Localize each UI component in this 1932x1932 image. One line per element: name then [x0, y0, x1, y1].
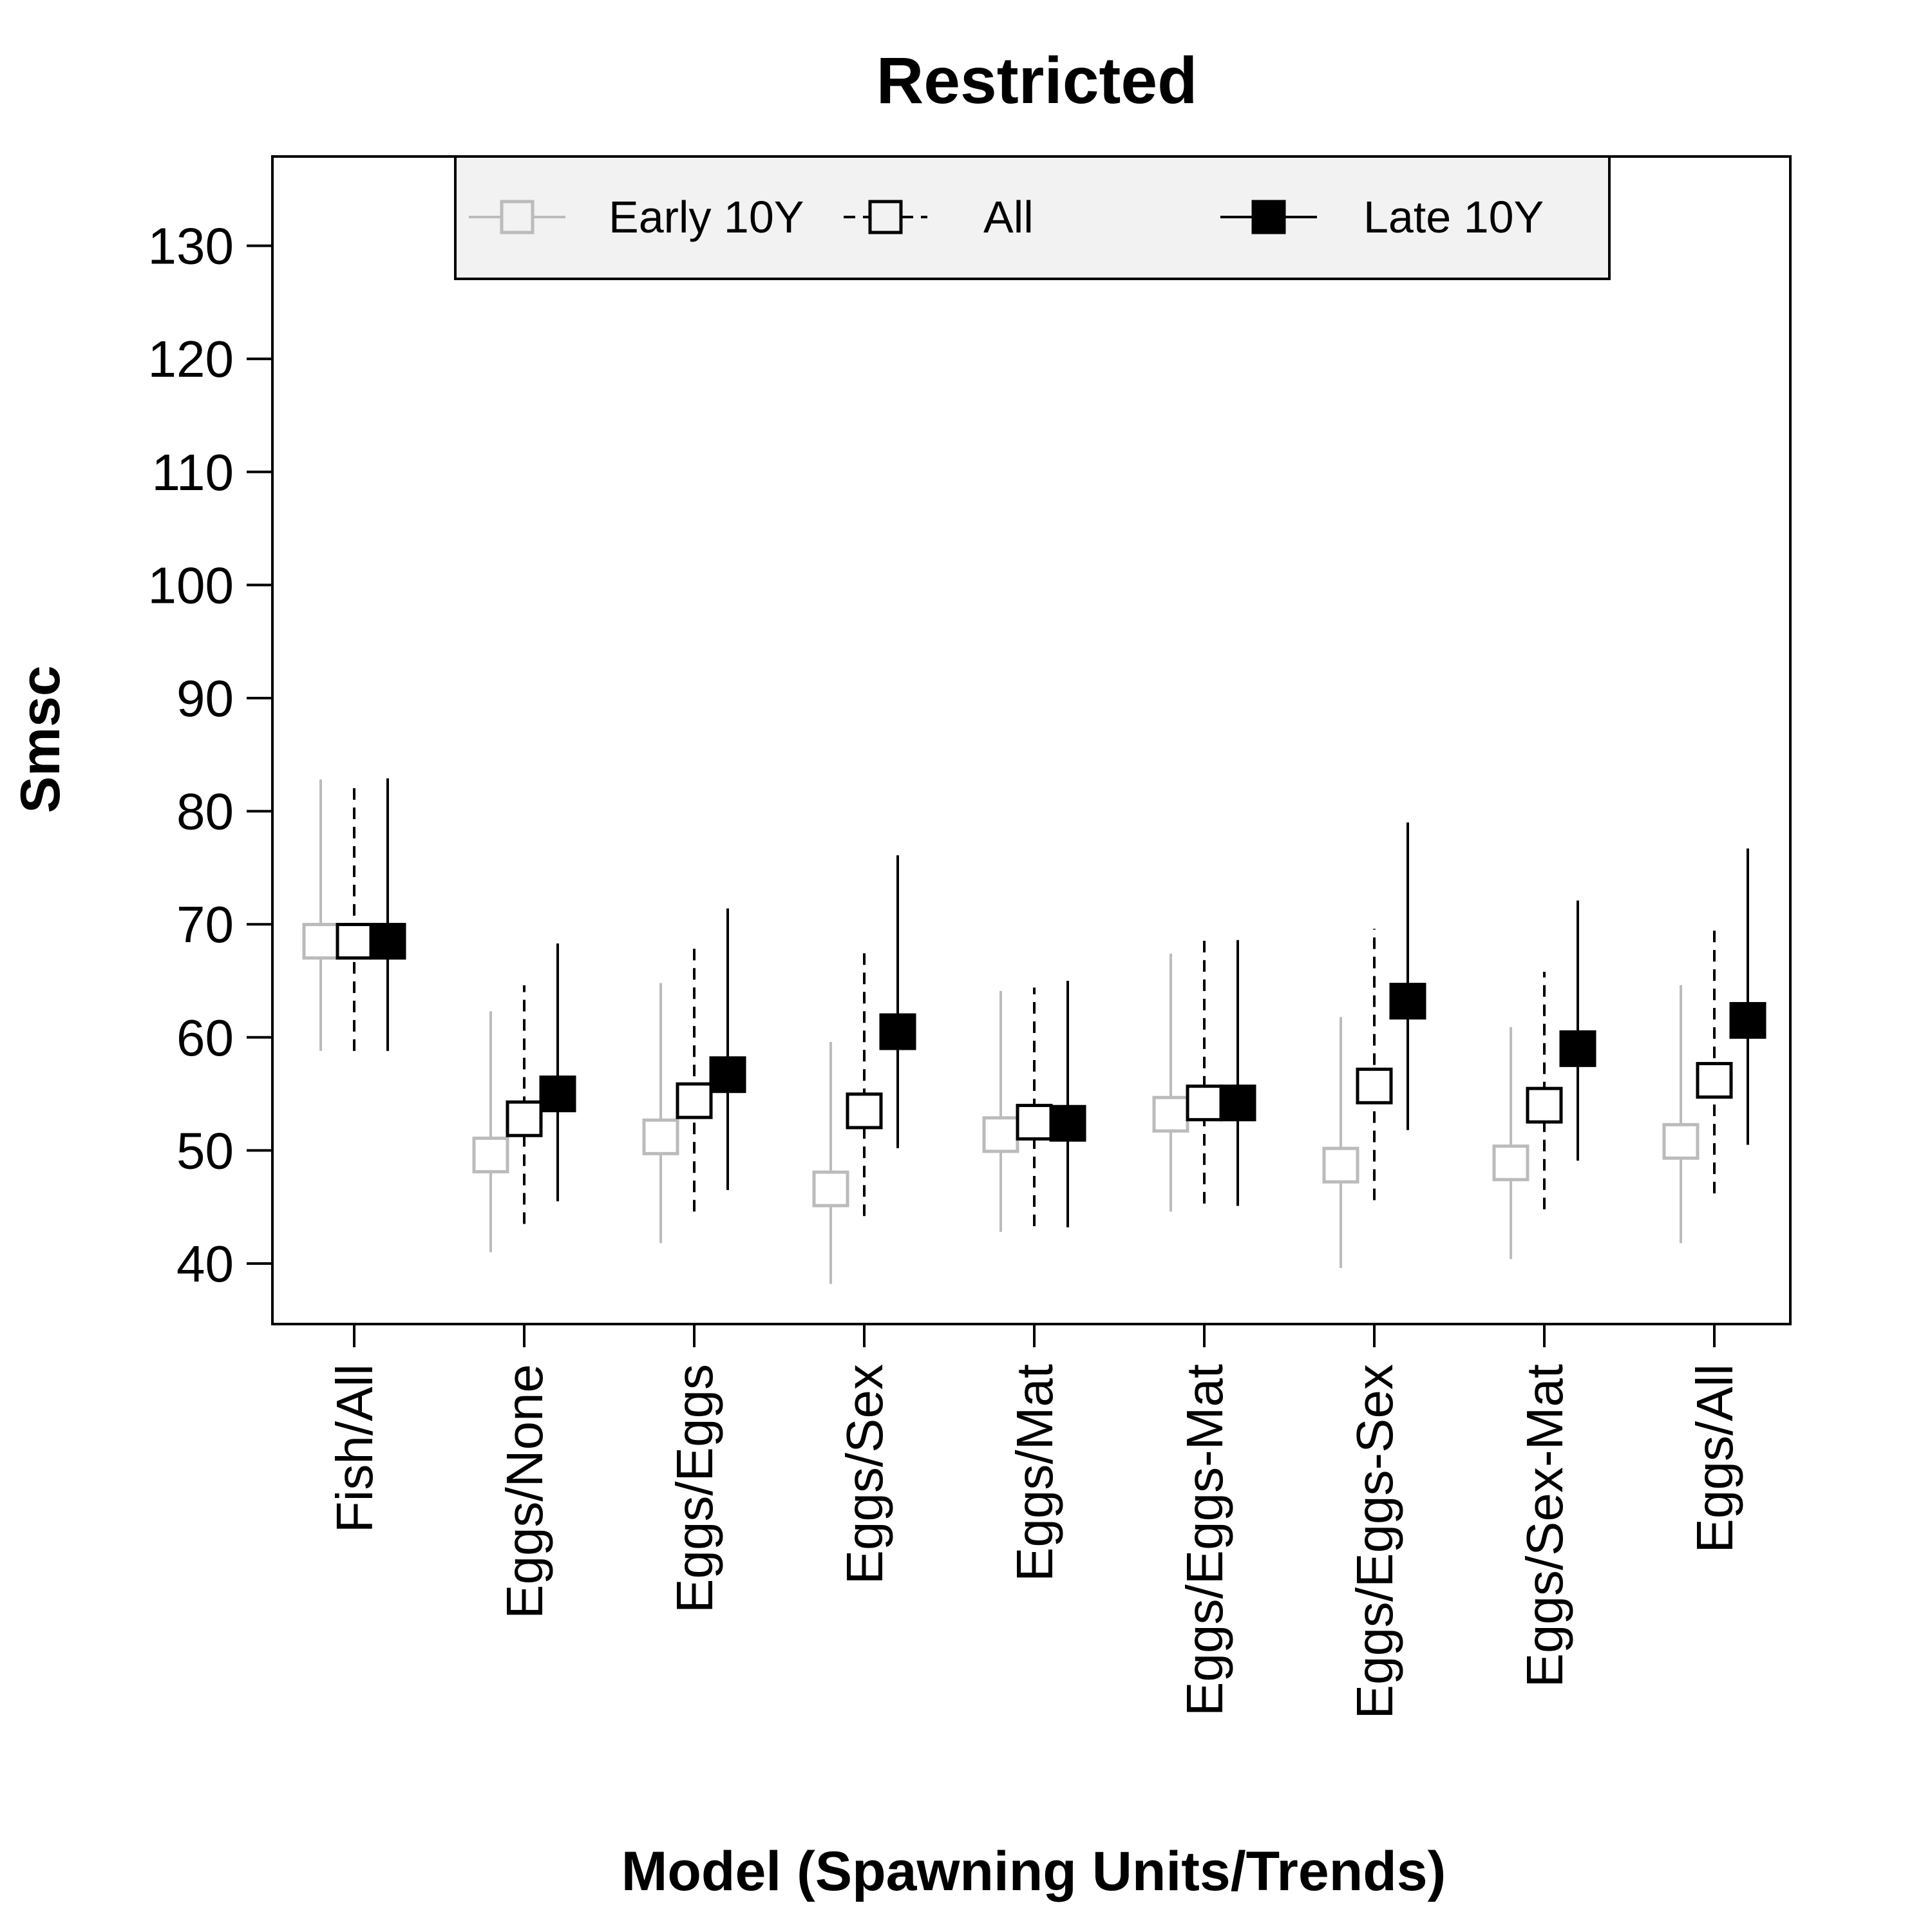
x-tick-label: Fish/All [326, 1364, 383, 1533]
data-point [1219, 1084, 1256, 1122]
data-point [369, 923, 406, 960]
data-point [709, 1056, 746, 1094]
series-1 [302, 779, 1700, 1284]
data-point [1016, 1104, 1053, 1141]
chart-title: Restricted [876, 44, 1198, 117]
y-tick-label: 60 [176, 1009, 234, 1066]
y-tick-label: 90 [176, 670, 234, 727]
legend-box [454, 155, 1611, 280]
legend-marker [500, 200, 535, 234]
data-point [1696, 1062, 1733, 1099]
data-point [1662, 1122, 1700, 1160]
data-point [1322, 1146, 1359, 1184]
x-tick-label: Eggs/Eggs-Mat [1176, 1364, 1233, 1716]
x-tick-label: Eggs/Mat [1006, 1364, 1063, 1582]
data-point [336, 923, 373, 960]
data-point [846, 1092, 883, 1130]
legend-label: Early 10Y [609, 192, 804, 242]
data-point [1492, 1144, 1530, 1182]
y-tick-label: 50 [176, 1122, 234, 1179]
y-tick-label: 40 [176, 1235, 234, 1293]
x-tick-label: Eggs/Eggs-Sex [1346, 1364, 1403, 1719]
legend: Early 10Y All Late 10Y [454, 155, 1611, 280]
x-tick-label: Eggs/Sex [836, 1364, 893, 1584]
legend-marker [1251, 200, 1286, 234]
y-tick-label: 130 [148, 218, 234, 275]
data-point [812, 1170, 849, 1208]
y-tick-label: 100 [148, 556, 234, 614]
series-2 [336, 781, 1733, 1227]
y-axis-title: Smsc [10, 665, 71, 813]
x-tick-label: Eggs/None [496, 1364, 553, 1619]
legend-label: Late 10Y [1363, 192, 1544, 242]
data-point [642, 1118, 679, 1155]
legend-entry: Early 10Y [469, 192, 804, 242]
legend-entry: All [844, 192, 1034, 242]
data-point [472, 1136, 509, 1173]
y-tick-label: 120 [148, 330, 234, 388]
data-point [879, 1013, 916, 1050]
data-point [1356, 1067, 1393, 1104]
legend-entry: Late 10Y [1220, 192, 1544, 242]
y-axis: 40 50 60 70 80 90 100 110 120 130 [148, 218, 274, 1293]
legend-marker [868, 200, 903, 234]
data-point [1729, 1001, 1766, 1039]
x-axis: Fish/All Eggs/None Eggs/Eggs Eggs/Sex Eggs/M… [326, 1324, 1743, 1719]
x-tick-label: Eggs/All [1686, 1364, 1743, 1553]
data-point [1526, 1086, 1563, 1124]
y-tick-label: 70 [176, 896, 234, 953]
data-point [1559, 1030, 1596, 1067]
x-tick-label: Eggs/Sex-Mat [1516, 1364, 1573, 1687]
y-tick-label: 80 [176, 783, 234, 840]
x-axis-title: Model (Spawning Units/Trends) [621, 1841, 1446, 1902]
data-point [1049, 1104, 1086, 1142]
x-tick-label: Eggs/Eggs [666, 1364, 723, 1613]
data-point [676, 1082, 713, 1119]
data-point [1152, 1095, 1189, 1133]
data-point [982, 1116, 1019, 1153]
data-point [1389, 983, 1426, 1020]
series-3 [369, 778, 1766, 1227]
y-tick-label: 110 [151, 444, 234, 501]
legend-label: All [983, 192, 1034, 242]
data-point [539, 1075, 576, 1113]
series-layer [302, 778, 1766, 1284]
data-point [1186, 1084, 1223, 1122]
data-point [506, 1100, 543, 1137]
data-point [302, 923, 339, 960]
